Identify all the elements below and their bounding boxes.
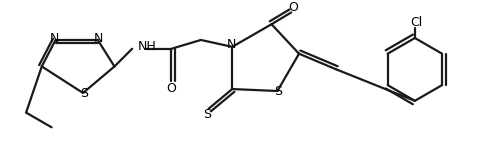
Text: N: N [227, 38, 236, 51]
Text: N: N [94, 32, 103, 46]
Text: O: O [166, 81, 176, 95]
Text: N: N [50, 32, 59, 46]
Text: S: S [80, 87, 88, 100]
Text: Cl: Cl [411, 16, 423, 29]
Text: O: O [288, 1, 298, 14]
Text: S: S [275, 86, 282, 98]
Text: NH: NH [138, 40, 157, 53]
Text: S: S [203, 108, 211, 121]
